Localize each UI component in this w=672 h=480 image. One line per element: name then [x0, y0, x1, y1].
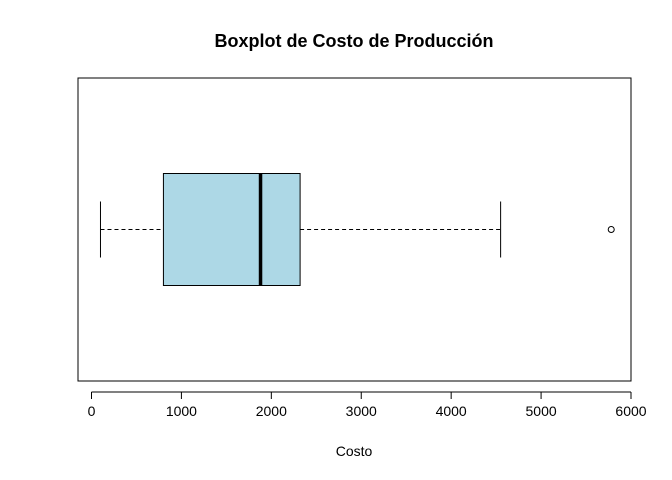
x-axis-title: Costo: [336, 443, 373, 459]
x-tick-label: 0: [88, 403, 96, 419]
x-tick-label: 2000: [256, 403, 287, 419]
chart-title: Boxplot de Costo de Producción: [214, 31, 493, 51]
x-axis: 0 1000 2000 3000 4000 5000 6000: [88, 391, 647, 419]
x-tick-label: 4000: [436, 403, 467, 419]
outlier-point: [607, 226, 615, 233]
x-tick-label: 1000: [166, 403, 197, 419]
x-tick-label: 6000: [615, 403, 646, 419]
interquartile-box: [162, 173, 301, 286]
x-tick-label: 3000: [346, 403, 377, 419]
plot-frame: [77, 77, 632, 382]
box-group: [99, 173, 615, 286]
x-tick-label: 5000: [526, 403, 557, 419]
